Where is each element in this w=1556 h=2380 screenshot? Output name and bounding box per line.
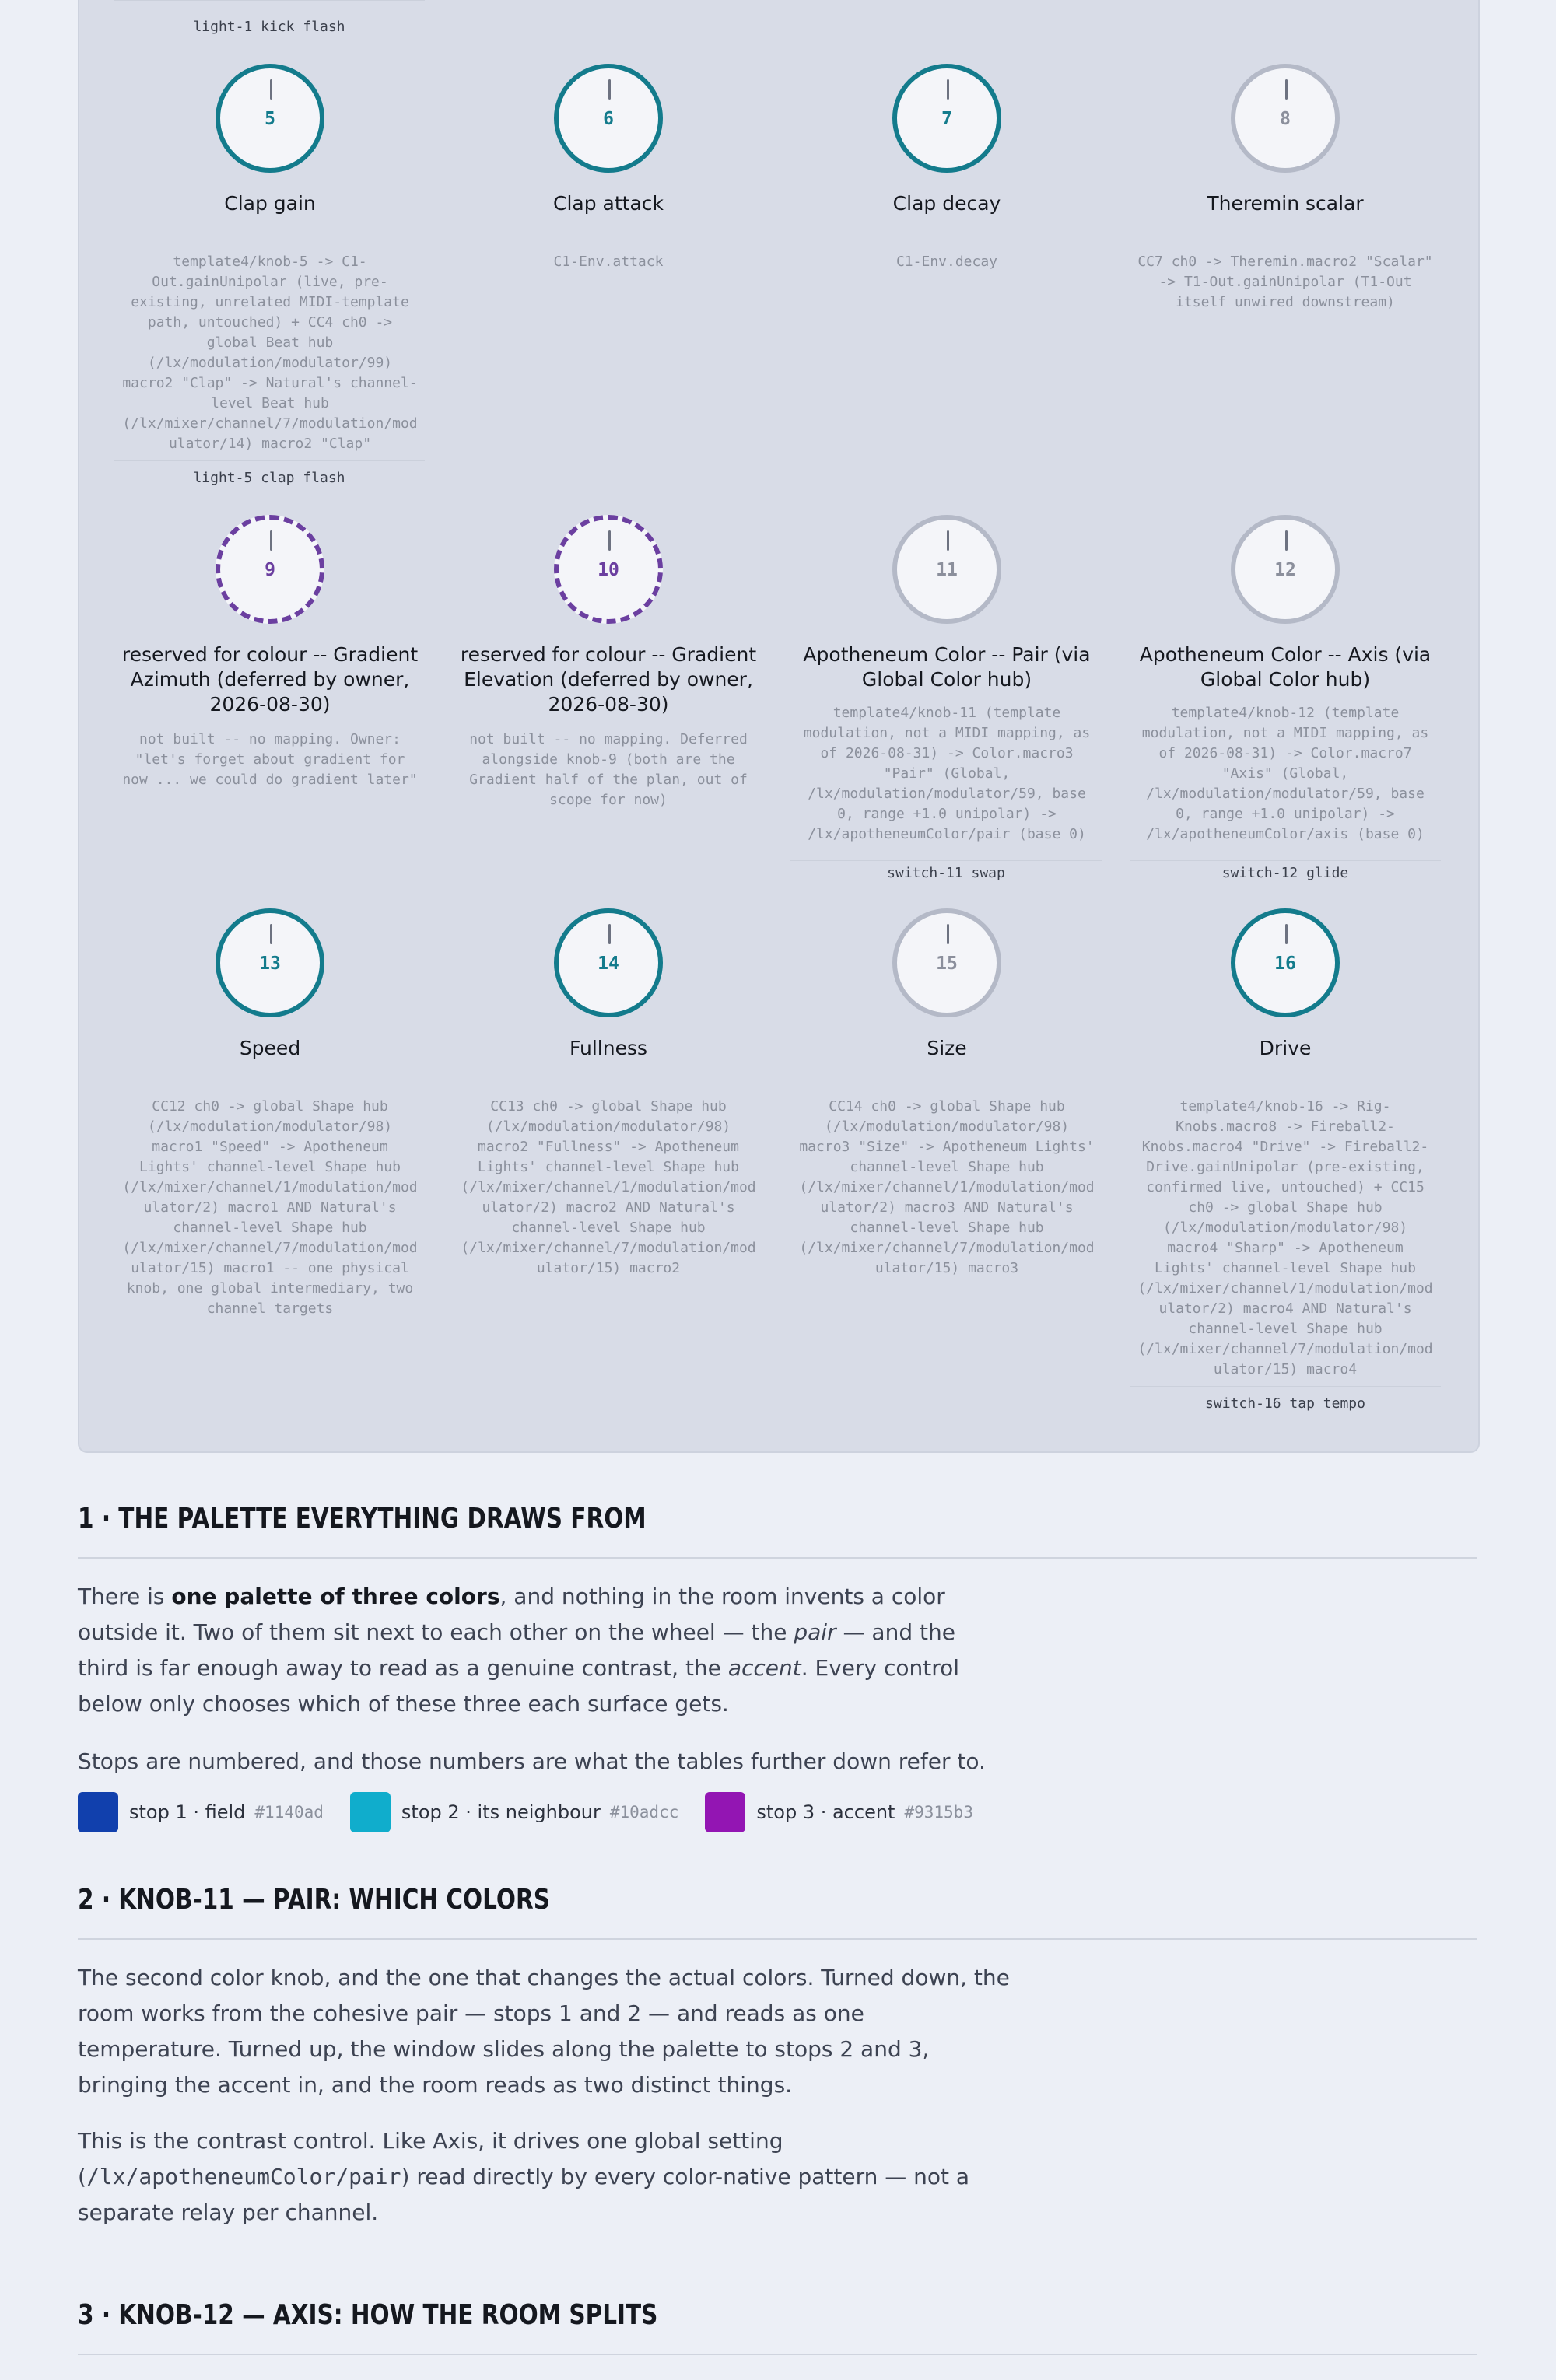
swatch-hex: #10adcc [609, 1803, 679, 1822]
knob-description: CC12 ch0 -> global Shape hub (/lx/modula… [122, 1098, 418, 1317]
swatch-hex: #9315b3 [904, 1803, 973, 1822]
knob-5[interactable]: 5 [216, 64, 324, 173]
switch-12-label: switch-12 glide [1221, 865, 1349, 881]
knob-title: reserved for colour -- Gradient Elevatio… [460, 643, 757, 716]
knob-description: CC7 ch0 -> Theremin.macro2 "Scalar" -> T… [1137, 254, 1433, 310]
divider [114, 0, 425, 1]
knob-14[interactable]: 14 [554, 908, 663, 1017]
swatch-hex: #1140ad [254, 1803, 324, 1822]
knob-indicator [270, 79, 272, 100]
section-2-paragraph-1: The second color knob, and the one that … [78, 1965, 1010, 2098]
knob-number: 16 [1274, 954, 1296, 974]
knob-number: 9 [265, 560, 275, 580]
knob-description: template4/knob-12 (template modulation, … [1141, 705, 1429, 842]
knob-7[interactable]: 7 [892, 64, 1001, 173]
knob-title: Clap gain [224, 192, 316, 215]
knob-map-panel [78, 0, 1480, 1453]
knob-number: 11 [936, 560, 958, 580]
knob-number: 14 [598, 954, 619, 974]
section-rule [78, 1938, 1477, 1940]
knob-number: 7 [941, 109, 952, 129]
divider [1130, 860, 1441, 861]
section-rule [78, 2354, 1477, 2355]
knob-title: Apotheneum Color -- Pair (via Global Col… [803, 643, 1091, 691]
knob-description: C1-Env.decay [895, 254, 998, 270]
knob-description: not built -- no mapping. Owner: "let's f… [122, 731, 418, 788]
swatch-label: stop 2 · its neighbour [401, 1801, 601, 1823]
section-2-heading: 2 · KNOB-11 — PAIR: WHICH COLORS [78, 1884, 550, 1916]
switch-11-label: switch-11 swap [887, 865, 1005, 881]
section-1-paragraph-1: There is one palette of three colors, an… [78, 1584, 960, 1717]
knob-indicator [608, 530, 611, 551]
section-rule [78, 1557, 1477, 1559]
swatch-stop-1 [78, 1792, 118, 1832]
knob-description: template4/knob-11 (template modulation, … [803, 705, 1091, 842]
divider [790, 860, 1102, 861]
knob-number: 12 [1274, 560, 1296, 580]
knob-title: Fullness [569, 1037, 648, 1059]
knob-description: C1-Env.attack [553, 254, 664, 270]
knob-number: 8 [1280, 109, 1291, 129]
section-2-paragraph-2: This is the contrast control. Like Axis,… [78, 2128, 970, 2225]
knob-indicator [1285, 530, 1288, 551]
knob-title: reserved for colour -- Gradient Azimuth … [121, 643, 419, 716]
knob-indicator [270, 924, 272, 944]
knob-10[interactable]: 10 [554, 515, 663, 624]
knob-15[interactable]: 15 [892, 908, 1001, 1017]
knob-number: 15 [936, 954, 958, 974]
knob-indicator [1285, 79, 1288, 100]
knob-indicator [1285, 924, 1288, 944]
swatch-stop-3 [705, 1792, 746, 1832]
knob-title: Speed [239, 1037, 301, 1059]
knob-title: Drive [1259, 1037, 1312, 1059]
divider [1130, 1386, 1441, 1387]
knob-indicator [947, 79, 949, 100]
knob-indicator [270, 530, 272, 551]
knob-indicator [947, 924, 949, 944]
knob-indicator [608, 924, 611, 944]
knob-number: 6 [603, 109, 614, 129]
knob-title: Theremin scalar [1207, 192, 1364, 215]
knob-6[interactable]: 6 [554, 64, 663, 173]
knob-11[interactable]: 11 [892, 515, 1001, 624]
knob-16[interactable]: 16 [1231, 908, 1340, 1017]
palette-swatches: stop 1 · field #1140ad stop 2 · its neig… [78, 1792, 1000, 1832]
swatch-stop-2 [349, 1792, 391, 1832]
knob-8[interactable]: 8 [1231, 64, 1340, 173]
knob-description: CC14 ch0 -> global Shape hub (/lx/modula… [799, 1098, 1095, 1276]
section-1-paragraph-2: Stops are numbered, and those numbers ar… [78, 1748, 986, 1774]
knob-description: not built -- no mapping. Deferred alongs… [469, 731, 748, 808]
swatch-label: stop 1 · field [129, 1801, 246, 1823]
knob-title: Size [927, 1037, 967, 1059]
knob-number: 13 [259, 954, 281, 974]
section-3-heading: 3 · KNOB-12 — AXIS: HOW THE ROOM SPLITS [78, 2299, 658, 2331]
section-1-heading: 1 · THE PALETTE EVERYTHING DRAWS FROM [78, 1503, 647, 1535]
knob-number: 5 [265, 109, 275, 129]
knob-description: template4/knob-16 -> Rig- Knobs.macro8 -… [1137, 1098, 1433, 1377]
switch-16-label: switch-16 tap tempo [1205, 1395, 1365, 1412]
knob-title: Clap decay [892, 192, 1001, 215]
clap-flash-label: light-5 clap flash [193, 470, 345, 486]
swatch-label: stop 3 · accent [756, 1801, 895, 1823]
knob-9[interactable]: 9 [216, 515, 324, 624]
knob-indicator [947, 530, 949, 551]
knob-number: 10 [598, 560, 619, 580]
knob-12[interactable]: 12 [1231, 515, 1340, 624]
knob-title: Apotheneum Color -- Axis (via Global Col… [1139, 643, 1432, 691]
knob-indicator [608, 79, 611, 100]
divider [114, 460, 425, 461]
knob-title: Clap attack [552, 192, 664, 215]
kick-flash-label: light-1 kick flash [193, 19, 345, 35]
knob-13[interactable]: 13 [216, 908, 324, 1017]
knob-description: CC13 ch0 -> global Shape hub (/lx/modula… [461, 1098, 756, 1276]
knob-description: template4/knob-5 -> C1- Out.gainUnipolar… [122, 254, 418, 452]
